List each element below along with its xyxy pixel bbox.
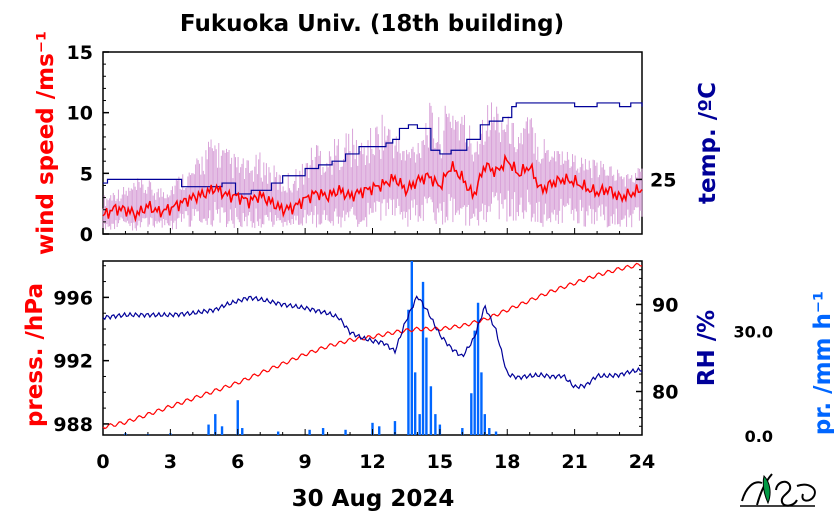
x-axis-tick-label: 24 bbox=[629, 451, 655, 473]
precipitation-bar bbox=[488, 428, 491, 435]
precipitation-axis-label: pr. /mm h⁻¹ bbox=[810, 291, 834, 435]
precipitation-bar bbox=[236, 400, 239, 435]
chart-title: Fukuoka Univ. (18th building) bbox=[180, 11, 564, 37]
precipitation-bar bbox=[214, 414, 217, 435]
precipitation-bar bbox=[476, 302, 480, 435]
precipitation-bar bbox=[407, 309, 410, 435]
pressure-axis-tick-label: 992 bbox=[53, 351, 93, 373]
wind-axis-label: wind speed /ms⁻¹ bbox=[33, 31, 59, 255]
precipitation-bar bbox=[410, 261, 414, 435]
temp-axis-tick-label: 25 bbox=[650, 169, 676, 191]
precipitation-bar bbox=[276, 431, 280, 435]
x-axis-tick-label: 0 bbox=[96, 451, 109, 473]
humidity-axis-tick-label: 80 bbox=[652, 382, 678, 404]
precipitation-bar bbox=[413, 372, 417, 435]
precipitation-bar bbox=[220, 426, 224, 435]
x-axis-tick-label: 3 bbox=[164, 451, 177, 473]
precipitation-bar bbox=[434, 414, 437, 435]
precipitation-bar bbox=[308, 429, 311, 435]
humidity-axis-label: RH /% bbox=[694, 310, 720, 386]
temp-axis-label: temp. /ºC bbox=[695, 82, 721, 204]
x-axis-tick-label: 9 bbox=[299, 451, 312, 473]
x-axis-tick-label: 12 bbox=[359, 451, 385, 473]
precipitation-bar bbox=[494, 431, 498, 435]
precipitation-bar bbox=[371, 422, 374, 435]
precipitation-axis-tick-label: 30.0 bbox=[734, 323, 773, 342]
wind-temperature-panel: 0 5 10 15 25 bbox=[67, 42, 677, 246]
precipitation-bar bbox=[483, 414, 486, 435]
pressure-axis-label: press. /hPa bbox=[22, 283, 48, 427]
precipitation-bar bbox=[321, 428, 325, 435]
wind-speed-line bbox=[102, 153, 643, 223]
pressure-line bbox=[102, 262, 643, 430]
precipitation-bar bbox=[344, 429, 347, 435]
precipitation-bar bbox=[378, 426, 381, 435]
precipitation-bar bbox=[429, 386, 433, 435]
humidity-axis-tick-label: 90 bbox=[652, 295, 678, 317]
wind-axis-tick-label: 10 bbox=[67, 103, 93, 125]
pressure-axis-tick-label: 996 bbox=[53, 287, 93, 309]
wind-axis-tick-label: 15 bbox=[67, 42, 93, 64]
precipitation-bar bbox=[461, 428, 464, 435]
precipitation-bar bbox=[425, 337, 428, 435]
wind-axis-tick-label: 5 bbox=[80, 163, 93, 185]
humidity-line bbox=[102, 295, 643, 390]
date-label: 30 Aug 2024 bbox=[292, 486, 455, 512]
pressure-humidity-panel: 988 992 996 80 90 0.0 30.0 0 3 6 9 12 15 18 21 24 bbox=[53, 260, 773, 473]
x-axis-tick-label: 21 bbox=[561, 451, 587, 473]
precipitation-bar bbox=[473, 330, 476, 435]
x-axis-tick-label: 18 bbox=[494, 451, 520, 473]
x-axis-tick-label: 15 bbox=[427, 451, 453, 473]
temperature-line bbox=[103, 102, 643, 195]
x-axis-tick-label: 6 bbox=[231, 451, 244, 473]
precipitation-bar bbox=[207, 424, 210, 435]
precipitation-bar bbox=[393, 421, 397, 435]
precipitation-axis-tick-label: 0.0 bbox=[745, 427, 773, 446]
precipitation-bar bbox=[418, 414, 421, 435]
wind-axis-tick-label: 0 bbox=[80, 224, 93, 246]
precipitation-bar bbox=[470, 393, 473, 435]
pressure-axis-tick-label: 988 bbox=[53, 414, 93, 436]
institution-logo bbox=[740, 473, 816, 507]
precipitation-bar bbox=[241, 428, 244, 435]
precipitation-bar bbox=[421, 281, 425, 435]
precipitation-bar bbox=[480, 372, 483, 435]
